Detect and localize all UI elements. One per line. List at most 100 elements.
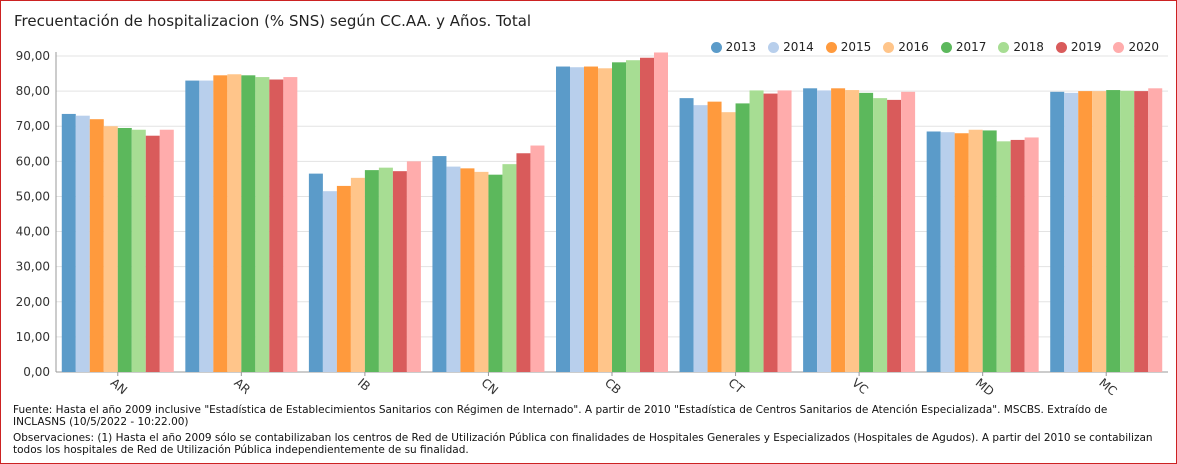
bar-vc-2019 (887, 99, 902, 372)
y-tick-label: 10,00 (16, 330, 50, 344)
legend-item-2017[interactable]: 2017 (940, 40, 987, 54)
bar-ar-2018 (255, 77, 270, 373)
bar-vc-2017 (859, 92, 874, 372)
bar-ct-2019 (763, 93, 778, 373)
y-tick-label: 0,00 (23, 365, 50, 379)
bar-ib-2013 (308, 173, 323, 372)
x-tick-label: MD (973, 376, 997, 399)
bar-ar-2020 (283, 77, 298, 373)
x-tick-label: IB (355, 376, 373, 394)
bar-md-2018 (996, 141, 1011, 372)
bar-cn-2017 (488, 174, 503, 372)
bar-ct-2017 (735, 103, 750, 373)
bar-an-2020 (159, 129, 174, 372)
bar-mc-2017 (1106, 90, 1121, 373)
bar-cb-2020 (654, 52, 668, 372)
x-tick-label: AN (108, 376, 130, 398)
bar-ar-2016 (227, 74, 242, 372)
bar-mc-2019 (1134, 91, 1149, 372)
bar-md-2020 (1024, 137, 1039, 372)
legend-item-2016[interactable]: 2016 (883, 40, 929, 54)
legend-swatch-icon (768, 41, 780, 53)
bar-vc-2014 (817, 90, 832, 373)
bar-ib-2015 (336, 185, 351, 372)
bar-ar-2019 (269, 79, 284, 372)
y-tick-label: 70,00 (16, 119, 50, 133)
bar-cn-2016 (474, 171, 489, 372)
bar-cn-2013 (432, 156, 447, 372)
bar-ib-2020 (406, 161, 421, 372)
bar-mc-2016 (1092, 91, 1107, 372)
bar-ib-2017 (364, 170, 379, 372)
bar-ib-2014 (322, 191, 337, 372)
bar-vc-2013 (803, 88, 818, 373)
bar-vc-2018 (873, 98, 888, 372)
bar-ib-2016 (350, 177, 365, 372)
legend-item-2014[interactable]: 2014 (768, 40, 814, 54)
bar-cb-2019 (640, 57, 654, 372)
legend-swatch-icon (883, 41, 895, 53)
legend-label: 2018 (1013, 40, 1044, 54)
bar-ct-2020 (777, 90, 792, 373)
bar-an-2019 (145, 135, 160, 372)
bar-md-2015 (954, 133, 969, 372)
source-note: Fuente: Hasta el año 2009 inclusive "Est… (13, 404, 1108, 428)
y-tick-label: 50,00 (16, 189, 50, 203)
bar-mc-2013 (1050, 91, 1065, 373)
legend-label: 2014 (783, 40, 814, 54)
bar-vc-2015 (831, 88, 846, 373)
bar-mc-2020 (1148, 88, 1163, 373)
legend-swatch-icon (1113, 41, 1125, 53)
bar-ar-2014 (199, 80, 214, 373)
legend-item-2020[interactable]: 2020 (1113, 40, 1159, 54)
x-tick-label: MC (1096, 376, 1119, 399)
bar-cb-2018 (626, 60, 640, 373)
bar-cb-2013 (556, 66, 570, 373)
x-tick-label: CT (726, 376, 748, 397)
legend-label: 2013 (725, 40, 757, 54)
bar-md-2017 (982, 130, 997, 372)
legend-label: 2016 (898, 40, 929, 54)
bar-cb-2014 (570, 67, 584, 372)
bar-ct-2014 (693, 105, 708, 373)
legend-swatch-icon (1055, 41, 1067, 53)
bar-ib-2019 (392, 171, 407, 372)
bar-cb-2017 (612, 62, 626, 372)
legend-item-2015[interactable]: 2015 (825, 40, 871, 54)
y-tick-label: 20,00 (16, 295, 50, 309)
bar-ct-2018 (749, 90, 764, 373)
bar-ib-2018 (378, 167, 393, 372)
bar-vc-2016 (845, 90, 860, 373)
bar-ct-2016 (721, 112, 736, 372)
bar-mc-2018 (1120, 90, 1135, 372)
x-tick-label: CN (479, 376, 501, 398)
bar-an-2016 (103, 126, 118, 372)
bar-vc-2020 (901, 91, 916, 373)
bar-cn-2015 (460, 168, 475, 372)
legend-item-2013[interactable]: 2013 (710, 40, 757, 54)
bar-cn-2019 (516, 153, 531, 372)
legend-item-2019[interactable]: 2019 (1055, 40, 1101, 54)
bar-ar-2013 (185, 80, 200, 373)
bar-an-2013 (61, 113, 76, 372)
y-tick-label: 80,00 (16, 84, 50, 98)
y-tick-label: 40,00 (16, 225, 50, 239)
legend-label: 2017 (955, 40, 987, 54)
legend-label: 2020 (1128, 40, 1159, 54)
x-tick-label: CB (602, 376, 624, 397)
legend-item-2018[interactable]: 2018 (998, 40, 1044, 54)
bar-ct-2013 (679, 98, 694, 372)
bar-cn-2020 (530, 145, 545, 372)
observations-note: Observaciones: (1) Hasta el año 2009 sól… (13, 432, 1153, 456)
legend-swatch-icon (710, 41, 722, 53)
legend-swatch-icon (825, 41, 837, 53)
bar-cb-2016 (598, 68, 612, 373)
bar-ar-2015 (213, 75, 228, 373)
bar-md-2014 (940, 132, 955, 372)
legend-swatch-icon (998, 41, 1010, 53)
x-tick-label: AR (231, 376, 253, 397)
bar-ct-2015 (707, 101, 722, 373)
bar-cb-2015 (584, 66, 598, 373)
bar-ar-2017 (241, 75, 256, 373)
